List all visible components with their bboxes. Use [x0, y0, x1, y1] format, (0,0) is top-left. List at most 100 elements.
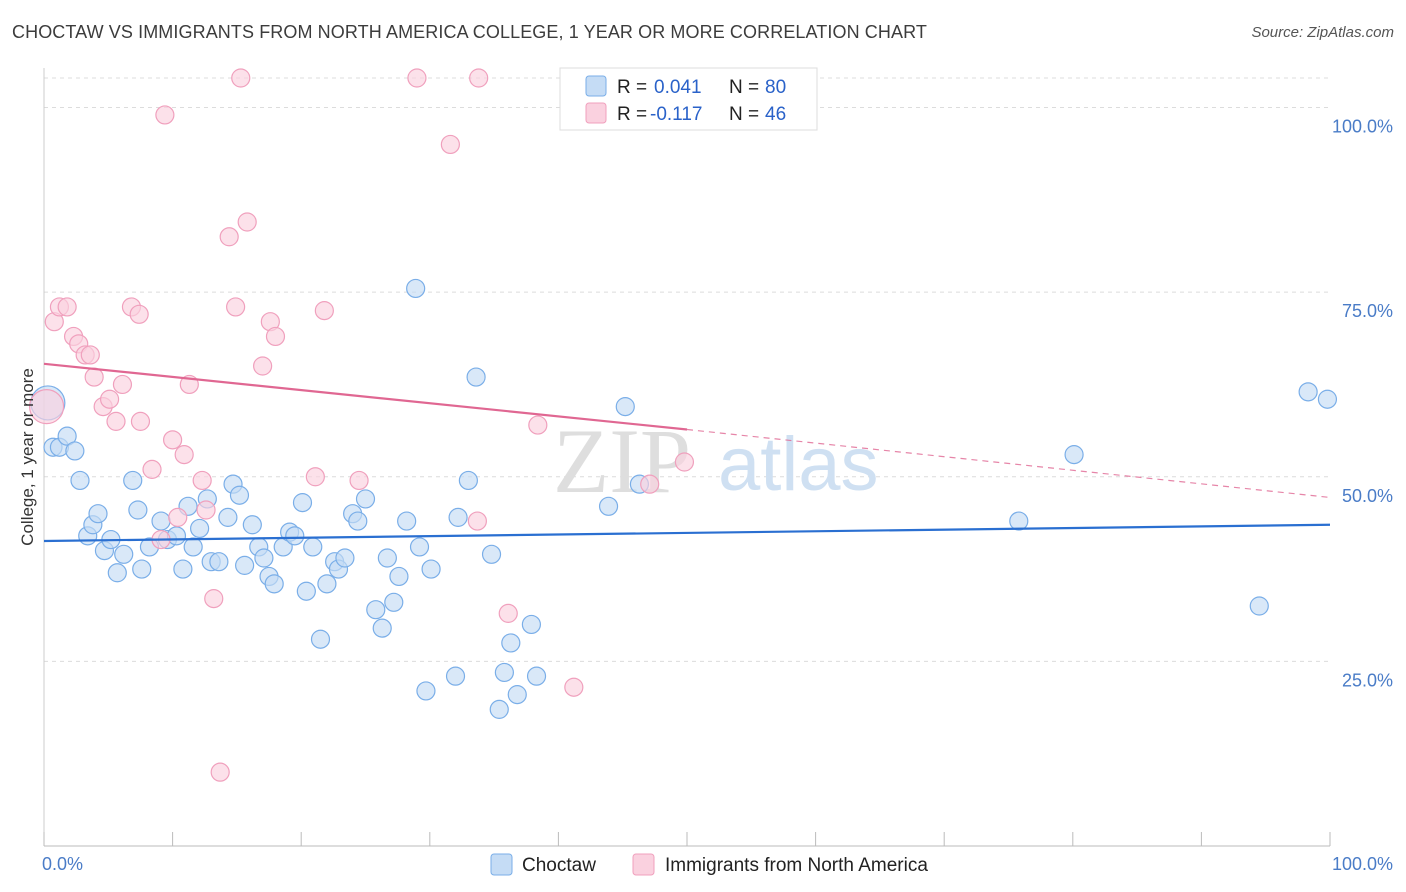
point-choctaw-3: [57, 426, 77, 446]
point-immigrants-8: [84, 367, 104, 387]
point-immigrants-3: [57, 297, 77, 317]
point-immigrants-28: [226, 297, 246, 317]
point-choctaw-49: [355, 489, 376, 509]
point-choctaw-40: [296, 581, 316, 601]
point-immigrants-31: [253, 356, 273, 376]
point-immigrants-45: [674, 452, 695, 472]
point-immigrants-37: [407, 68, 427, 88]
point-choctaw-62: [458, 470, 478, 491]
y-tick-label-100: 100.0%: [1332, 117, 1393, 137]
point-immigrants-34: [305, 467, 325, 487]
legend-n-label-1: N =: [729, 77, 759, 98]
point-choctaw-38: [285, 526, 305, 546]
bottom-legend-label-immigrants: Immigrants from North America: [665, 855, 928, 876]
point-immigrants-18: [155, 105, 175, 125]
legend: R = 0.041 N = 80 R = -0.117 N = 46: [559, 67, 818, 131]
point-immigrants-14: [129, 304, 149, 324]
point-choctaw-66: [494, 662, 514, 683]
point-immigrants-26: [210, 762, 230, 782]
point-choctaw-76: [1249, 596, 1269, 616]
bottom-legend: Choctaw Immigrants from North America: [490, 853, 928, 876]
point-choctaw-17: [151, 511, 171, 531]
point-choctaw-72: [615, 397, 635, 417]
point-immigrants-33: [265, 326, 286, 347]
point-choctaw-42: [310, 629, 331, 649]
point-choctaw-39: [292, 493, 313, 513]
point-choctaw-77: [1298, 382, 1318, 402]
point-choctaw-48: [348, 511, 368, 531]
point-immigrants-41: [498, 603, 518, 623]
x-tick-label-100: 100.0%: [1332, 854, 1393, 874]
point-choctaw-4: [65, 441, 85, 461]
point-immigrants-39: [467, 511, 487, 531]
point-choctaw-53: [384, 592, 404, 612]
point-choctaw-69: [521, 614, 541, 635]
point-choctaw-74: [1009, 511, 1029, 531]
point-immigrants-16: [142, 459, 162, 479]
scatter-points: [28, 68, 1338, 782]
point-choctaw-78: [1317, 389, 1338, 409]
point-choctaw-50: [366, 600, 386, 620]
point-immigrants-15: [130, 411, 151, 431]
point-immigrants-27: [219, 227, 239, 247]
y-tick-label-75: 75.0%: [1342, 301, 1393, 321]
point-choctaw-11: [107, 563, 127, 583]
point-choctaw-63: [466, 367, 486, 387]
point-choctaw-20: [173, 559, 193, 579]
point-immigrants-42: [528, 415, 548, 435]
point-immigrants-25: [204, 589, 224, 609]
point-choctaw-22: [183, 537, 203, 557]
point-choctaw-64: [481, 544, 502, 564]
point-choctaw-57: [409, 537, 430, 557]
point-immigrants-23: [192, 470, 212, 491]
point-choctaw-65: [489, 699, 509, 719]
point-choctaw-58: [416, 681, 436, 701]
bottom-legend-swatch-immigrants: [632, 853, 655, 876]
point-immigrants-30: [237, 212, 257, 232]
watermark-zip: ZIP: [553, 410, 691, 512]
point-choctaw-46: [335, 548, 355, 568]
point-choctaw-31: [242, 515, 262, 535]
x-tick-label-0: 0.0%: [42, 854, 83, 874]
point-choctaw-29: [229, 485, 250, 505]
legend-r-label-1: R =: [617, 77, 647, 98]
y-tick-labels: 25.0% 50.0% 75.0% 100.0%: [1332, 117, 1393, 691]
point-choctaw-54: [389, 566, 409, 587]
axes: [43, 68, 1331, 847]
bottom-legend-label-choctaw: Choctaw: [522, 855, 596, 876]
point-immigrants-36: [349, 470, 369, 491]
point-immigrants-11: [106, 411, 126, 431]
point-choctaw-13: [123, 470, 143, 491]
legend-n-value-2: 46: [765, 104, 786, 125]
grid: [44, 77, 1330, 662]
trend-line-choctaw: [43, 523, 1331, 543]
point-choctaw-12: [114, 544, 134, 564]
point-choctaw-30: [235, 555, 255, 575]
point-immigrants-12: [112, 374, 133, 395]
point-choctaw-23: [190, 518, 210, 539]
point-immigrants-10: [99, 389, 120, 409]
legend-r-value-1: 0.041: [654, 77, 702, 98]
x-tick-labels: 0.0% 100.0%: [42, 854, 1393, 874]
y-tick-label-50: 50.0%: [1342, 486, 1393, 506]
legend-r-label-2: R =: [617, 104, 647, 125]
point-immigrants-40: [469, 68, 489, 88]
point-choctaw-61: [448, 507, 468, 527]
point-immigrants-29: [231, 68, 251, 88]
point-immigrants-0: [28, 389, 65, 425]
point-immigrants-20: [168, 507, 188, 527]
point-immigrants-7: [80, 345, 100, 365]
trend-line-immigrants: [43, 362, 688, 431]
point-choctaw-55: [397, 511, 417, 531]
point-choctaw-59: [421, 559, 441, 579]
point-choctaw-41: [303, 537, 323, 557]
legend-swatch-choctaw: [585, 75, 607, 97]
point-immigrants-19: [163, 430, 183, 450]
point-choctaw-60: [445, 666, 466, 686]
point-immigrants-21: [174, 445, 194, 465]
point-choctaw-75: [1064, 445, 1084, 465]
point-choctaw-27: [218, 507, 238, 527]
point-choctaw-70: [526, 666, 547, 686]
point-choctaw-56: [406, 278, 426, 299]
